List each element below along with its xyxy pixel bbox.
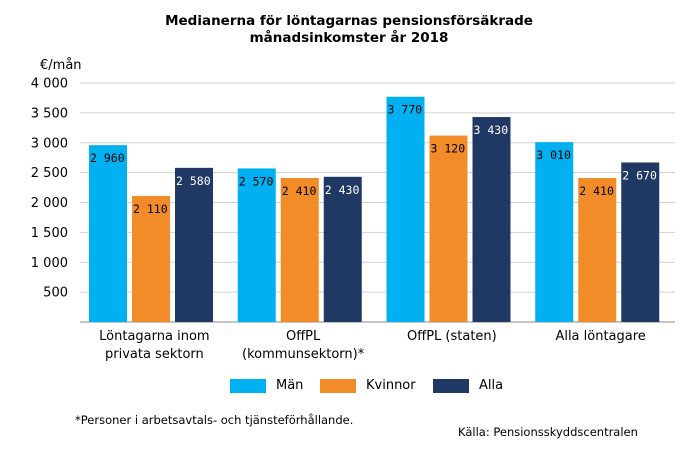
y-tick-label: 3 500: [31, 106, 68, 121]
data-label: 2 580: [176, 174, 211, 188]
y-unit-label: €/mån: [40, 58, 82, 73]
x-tick-label: (kommunsektorn)*: [242, 347, 365, 362]
data-label: 2 960: [90, 151, 125, 165]
chart-title-line2: månadsinkomster år 2018: [249, 30, 449, 46]
data-label: 2 410: [579, 184, 614, 198]
x-tick-label: Alla löntagare: [555, 329, 645, 344]
bar: [429, 135, 468, 322]
chart-title: Medianerna för löntagarnas pensionsförsä…: [0, 13, 698, 47]
data-label: 2 110: [133, 202, 168, 216]
y-tick-label: 1 500: [31, 226, 68, 241]
footnote: *Personer i arbetsavtals- och tjänsteför…: [75, 413, 354, 427]
bar: [280, 178, 319, 322]
bar: [175, 167, 213, 322]
bar: [89, 145, 127, 322]
bar: [386, 96, 425, 323]
data-label: 2 430: [325, 183, 360, 197]
y-tick-label: 3 000: [31, 136, 68, 151]
bar: [132, 195, 170, 322]
y-tick-label: 1 000: [31, 256, 68, 271]
legend-swatch-kvinnor: [320, 378, 356, 393]
data-label: 2 570: [239, 174, 274, 188]
x-tick-label: privata sektorn: [105, 347, 204, 362]
data-label: 3 010: [536, 148, 571, 162]
bar: [621, 162, 660, 322]
y-tick-label: 500: [43, 286, 68, 301]
x-tick-label: Löntagarna inom: [99, 329, 209, 344]
y-tick-label: 4 000: [31, 77, 68, 92]
chart-title-line1: Medianerna för löntagarnas pensionsförsä…: [165, 13, 533, 29]
legend-label-man: Män: [276, 378, 304, 393]
data-label: 2 670: [622, 168, 657, 182]
bar: [323, 176, 362, 322]
legend-swatch-alla: [433, 378, 469, 393]
bar: [535, 142, 574, 322]
x-tick-label: OffPL: [286, 329, 321, 344]
x-tick-label: OffPL (staten): [407, 329, 497, 344]
legend: Män Kvinnor Alla: [0, 378, 698, 398]
legend-swatch-man: [230, 378, 266, 393]
legend-label-kvinnor: Kvinnor: [366, 378, 416, 393]
data-label: 2 410: [282, 184, 317, 198]
bar: [237, 168, 276, 322]
source-note: Källa: Pensionsskyddscentralen: [458, 425, 638, 439]
legend-label-alla: Alla: [479, 378, 504, 393]
data-label: 3 770: [388, 103, 423, 117]
bar: [472, 117, 511, 323]
legend-item-alla: Alla: [433, 378, 503, 393]
data-label: 3 430: [474, 123, 509, 137]
legend-item-man: Män: [230, 378, 303, 393]
legend-item-kvinnor: Kvinnor: [320, 378, 416, 393]
y-tick-label: 2 000: [31, 196, 68, 211]
bar: [578, 178, 617, 322]
y-tick-label: 2 500: [31, 166, 68, 181]
data-label: 3 120: [431, 142, 466, 156]
